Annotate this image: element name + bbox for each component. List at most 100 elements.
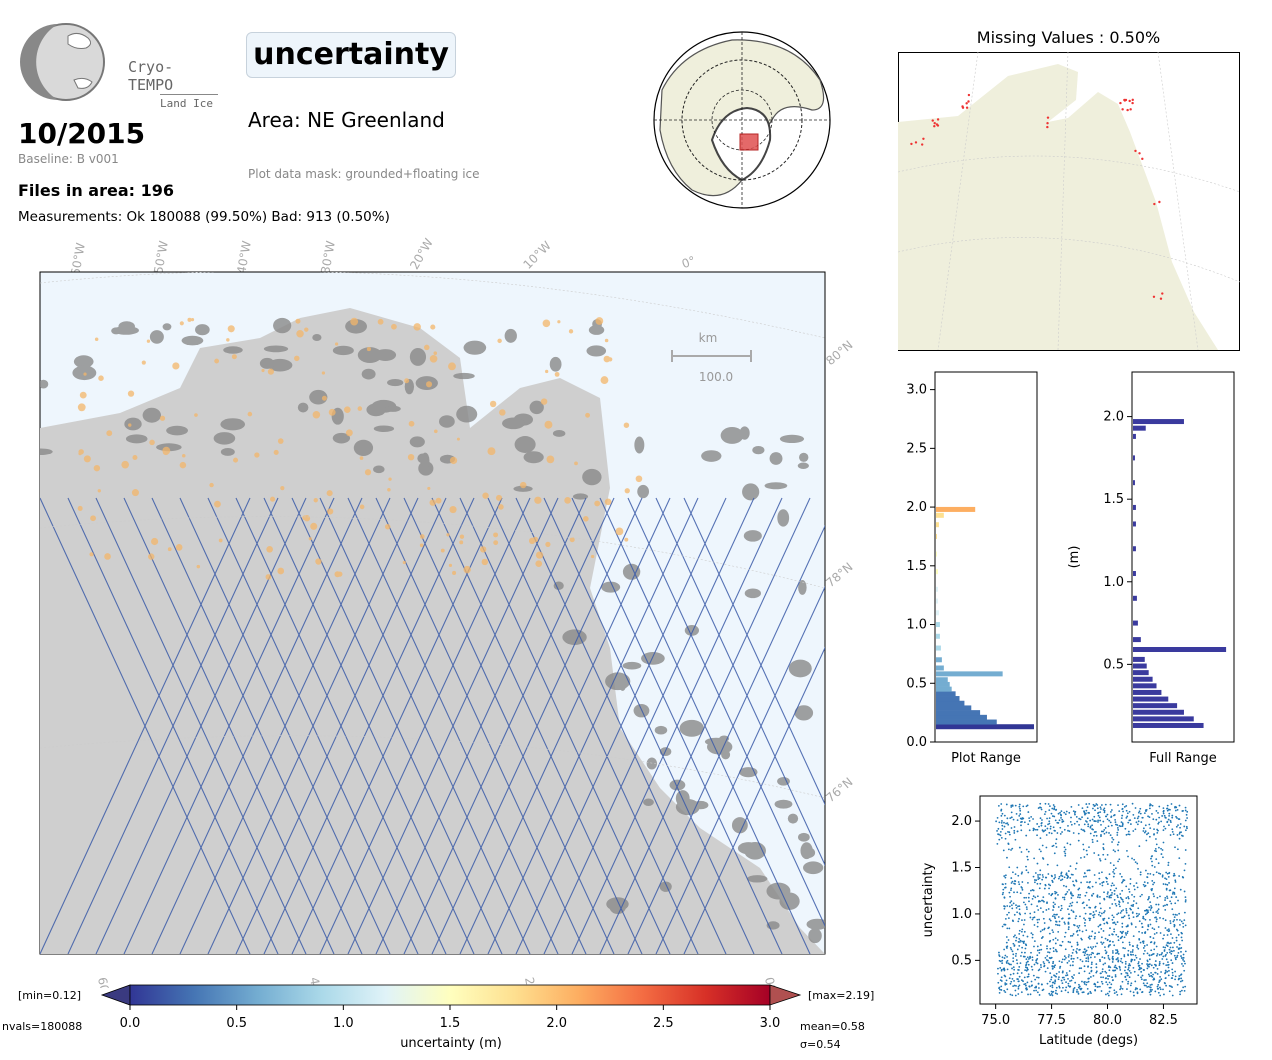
scatter-point — [1085, 803, 1088, 805]
scatter-point — [1142, 830, 1145, 832]
scatter-point — [1122, 900, 1125, 903]
scatter-point — [998, 991, 1001, 994]
scatter-point — [1171, 968, 1174, 971]
scatter-point — [1048, 809, 1051, 812]
scatter-point — [1186, 810, 1189, 813]
scatter-point — [1119, 930, 1122, 933]
scatter-point — [1182, 965, 1185, 967]
scatter-point — [1107, 891, 1109, 894]
scatter-point — [1040, 821, 1043, 824]
scatter-point — [1039, 907, 1042, 910]
scatter-point — [1153, 978, 1156, 981]
scatter-point — [1178, 912, 1181, 915]
scatter-point — [1149, 901, 1152, 904]
scatter-point — [1185, 813, 1188, 816]
colorbar-max-label: [max=2.19] — [808, 989, 874, 1002]
scatter-point — [1173, 872, 1176, 875]
histogram-tick-label: 1.0 — [906, 618, 927, 633]
scatter-point — [1118, 810, 1121, 813]
scatter-point — [1142, 917, 1145, 920]
scatter-point — [1094, 820, 1097, 823]
scatter-point — [1123, 936, 1126, 939]
scatter-point — [1049, 825, 1052, 828]
scatter-point — [1005, 979, 1008, 982]
scatter-point — [1037, 878, 1040, 881]
scatter-point — [1105, 971, 1108, 974]
scatter-point — [1066, 890, 1069, 893]
scatter-point — [1103, 911, 1105, 914]
scatter-point — [1174, 978, 1176, 981]
scatter-point — [1006, 913, 1009, 916]
scatter-point — [1059, 826, 1062, 829]
scatter-point — [1127, 949, 1130, 952]
scatter-point — [1162, 810, 1165, 813]
scatter-point — [1053, 815, 1056, 818]
scatter-point — [1113, 944, 1116, 947]
scatter-point — [1040, 806, 1042, 809]
lon-label: 60°W — [68, 242, 88, 277]
histogram-bar — [1133, 433, 1136, 439]
scatter-point — [1067, 870, 1070, 872]
scatter-point — [1049, 919, 1052, 922]
scatter-point — [1021, 919, 1023, 922]
scatter-point — [1076, 988, 1078, 991]
coastal-land — [40, 317, 825, 944]
scatter-point — [1156, 967, 1159, 970]
scatter-point — [1097, 819, 1100, 822]
scatter-point — [1056, 832, 1059, 834]
scatter-point — [1139, 812, 1142, 815]
scatter-point — [1025, 834, 1028, 837]
scatter-point — [1101, 871, 1103, 874]
lon-label: 20°W — [407, 236, 436, 272]
scatter-point — [1118, 900, 1120, 903]
scatter-point — [1087, 956, 1090, 959]
scatter-point — [1019, 892, 1022, 895]
scatter-point — [1126, 849, 1128, 852]
scatter-point — [1053, 913, 1056, 916]
scatter-point — [1077, 804, 1080, 806]
scatter-point — [1137, 867, 1139, 870]
area-label: Area: NE Greenland — [248, 108, 445, 132]
scatter-point — [1053, 974, 1055, 977]
scatter-point — [1013, 882, 1015, 885]
histogram-tick-label: 2.5 — [906, 441, 927, 456]
scatter-point — [1076, 901, 1079, 904]
scatter-point — [1064, 813, 1067, 816]
scatter-point — [1054, 964, 1057, 967]
scatter-point — [1034, 872, 1037, 874]
scatter-point — [1092, 911, 1095, 913]
scatter-point — [1171, 971, 1174, 974]
scatter-point — [1032, 974, 1035, 977]
scatter-point — [1162, 962, 1165, 965]
scatter-point — [1102, 853, 1105, 856]
scatter-point — [1024, 947, 1027, 950]
scatter-point — [1168, 948, 1171, 951]
scatter-point — [1041, 878, 1044, 881]
scatter-point — [1061, 818, 1064, 821]
scatter-point — [1014, 804, 1017, 807]
scatter-point — [1132, 991, 1135, 994]
histogram-bar — [936, 533, 937, 539]
scatter-point — [1167, 818, 1170, 821]
scatter-point — [1114, 964, 1117, 967]
scatter-point — [1099, 915, 1102, 917]
scatter-point — [1067, 928, 1070, 931]
scatter-point — [1004, 876, 1007, 879]
scatter-point — [1049, 972, 1052, 975]
scatter-point — [1122, 810, 1124, 813]
scatter-point — [1160, 953, 1163, 956]
scatter-ytick-label: 0.5 — [951, 953, 972, 968]
scatter-point — [1103, 957, 1106, 959]
scatter-point — [1017, 941, 1020, 943]
scatter-point — [1160, 847, 1162, 850]
scatter-point — [1010, 889, 1012, 892]
scatter-point — [1106, 921, 1108, 924]
scatter-point — [1167, 861, 1170, 864]
scatter-point — [1184, 985, 1187, 988]
scatter-point — [1068, 917, 1071, 920]
scatter-point — [1141, 974, 1144, 977]
scatter-point — [1020, 951, 1023, 954]
scatter-point — [1025, 987, 1027, 990]
scatter-point — [1121, 935, 1124, 938]
scatter-point — [1131, 802, 1134, 805]
